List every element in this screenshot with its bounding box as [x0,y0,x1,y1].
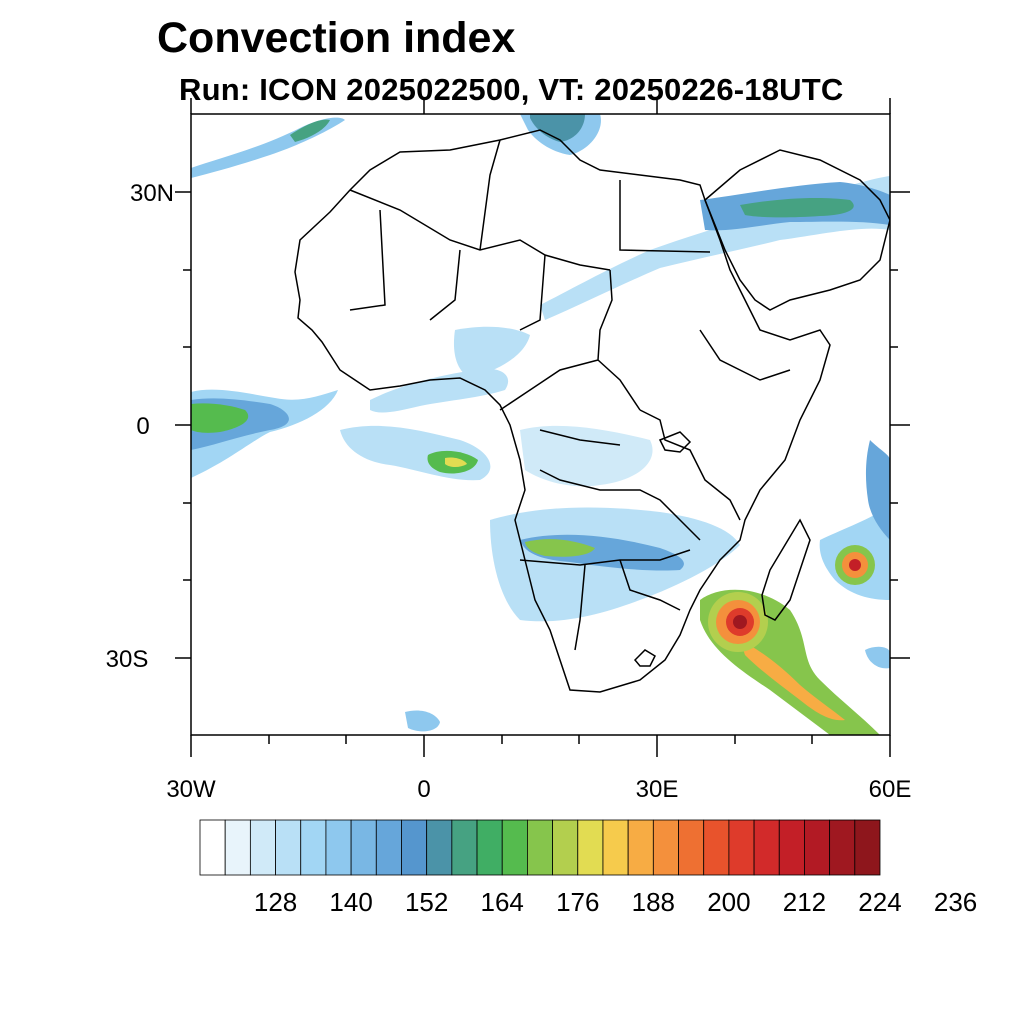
border-lines [349,139,791,651]
convection-core-arabia-green [740,197,854,218]
convection-patch-south-atlantic [405,710,440,732]
colorbar-label: 128 [254,887,297,917]
colorbar-label: 212 [783,887,826,917]
colorbar [199,819,881,876]
colorbar-swatch [275,819,302,876]
colorbar-label: 176 [556,887,599,917]
lon-label-60e: 60E [869,776,912,803]
map-title: Convection index [157,14,516,62]
convection-core-west-atlantic-green [191,403,249,433]
lon-label-30w: 30W [166,776,216,803]
colorbar-swatch [652,819,679,876]
colorbar-swatch [224,819,251,876]
colorbar-swatch [778,819,805,876]
colorbar-label: 224 [858,887,901,917]
colorbar-swatch [426,819,453,876]
colorbar-swatch [829,819,856,876]
lat-label-30n: 30N [130,180,174,207]
colorbar-swatch [728,819,755,876]
colorbar-swatch [249,819,276,876]
lat-label-30s: 30S [106,646,149,673]
colorbar-swatch [476,819,503,876]
convection-core-equatorial-atlantic-yellow [445,457,467,467]
lake-victoria [658,431,692,453]
colorbar-swatch [552,819,579,876]
convection-core-mediterranean [530,114,585,142]
colorbar-label: 200 [707,887,750,917]
convection-band-east-edge [865,440,890,540]
colorbar-swatch [300,819,327,876]
colorbar-swatch [501,819,528,876]
convection-patch-equatorial-atlantic [340,425,491,481]
colorbar-swatch [375,819,402,876]
convection-field [191,114,890,735]
coastlines-borders [294,129,890,693]
colorbar-label: 164 [481,887,524,917]
lat-label-0: 0 [136,413,149,440]
colorbar-swatch [753,819,780,876]
colorbar-swatch [804,819,831,876]
convection-core-north-atlantic [290,119,330,142]
lon-label-30e: 30E [636,776,679,803]
arabia-coastline [704,149,890,311]
colorbar-swatch [350,819,377,876]
colorbar-swatch [199,819,226,876]
map-subtitle: Run: ICON 2025022500, VT: 20250226-18UTC [179,72,844,107]
east-cyclone-core [849,559,861,571]
convection-band-cyclone-tail-orange [740,640,845,721]
convection-core-angola-green [525,539,595,557]
convection-patch-indian-ocean-south [865,646,890,669]
africa-coastline [294,129,831,693]
convection-patch-nigeria [453,326,530,378]
colorbar-swatch [602,819,629,876]
cyclone-core [733,615,747,629]
colorbar-labels: 128 140 152 164 176 188 200 212 224 236 [254,887,977,917]
colorbar-swatch [678,819,705,876]
colorbar-label: 188 [632,887,675,917]
lon-ticks [190,98,891,757]
colorbar-swatch [577,819,604,876]
convection-patch-congo [520,425,653,487]
colorbar-swatch [451,819,478,876]
lon-label-0: 0 [417,776,430,803]
colorbar-label: 140 [329,887,372,917]
madagascar-coastline [761,518,811,621]
colorbar-swatch [401,819,428,876]
colorbar-label: 152 [405,887,448,917]
lesotho-border [633,649,656,667]
colorbar-swatch [854,819,881,876]
convection-band-gulf-of-guinea [370,368,509,413]
colorbar-label: 236 [934,887,977,917]
lat-ticks [175,191,910,659]
colorbar-swatch [325,819,352,876]
colorbar-swatch [703,819,730,876]
colorbar-swatch [527,819,553,876]
colorbar-swatch [627,819,654,876]
